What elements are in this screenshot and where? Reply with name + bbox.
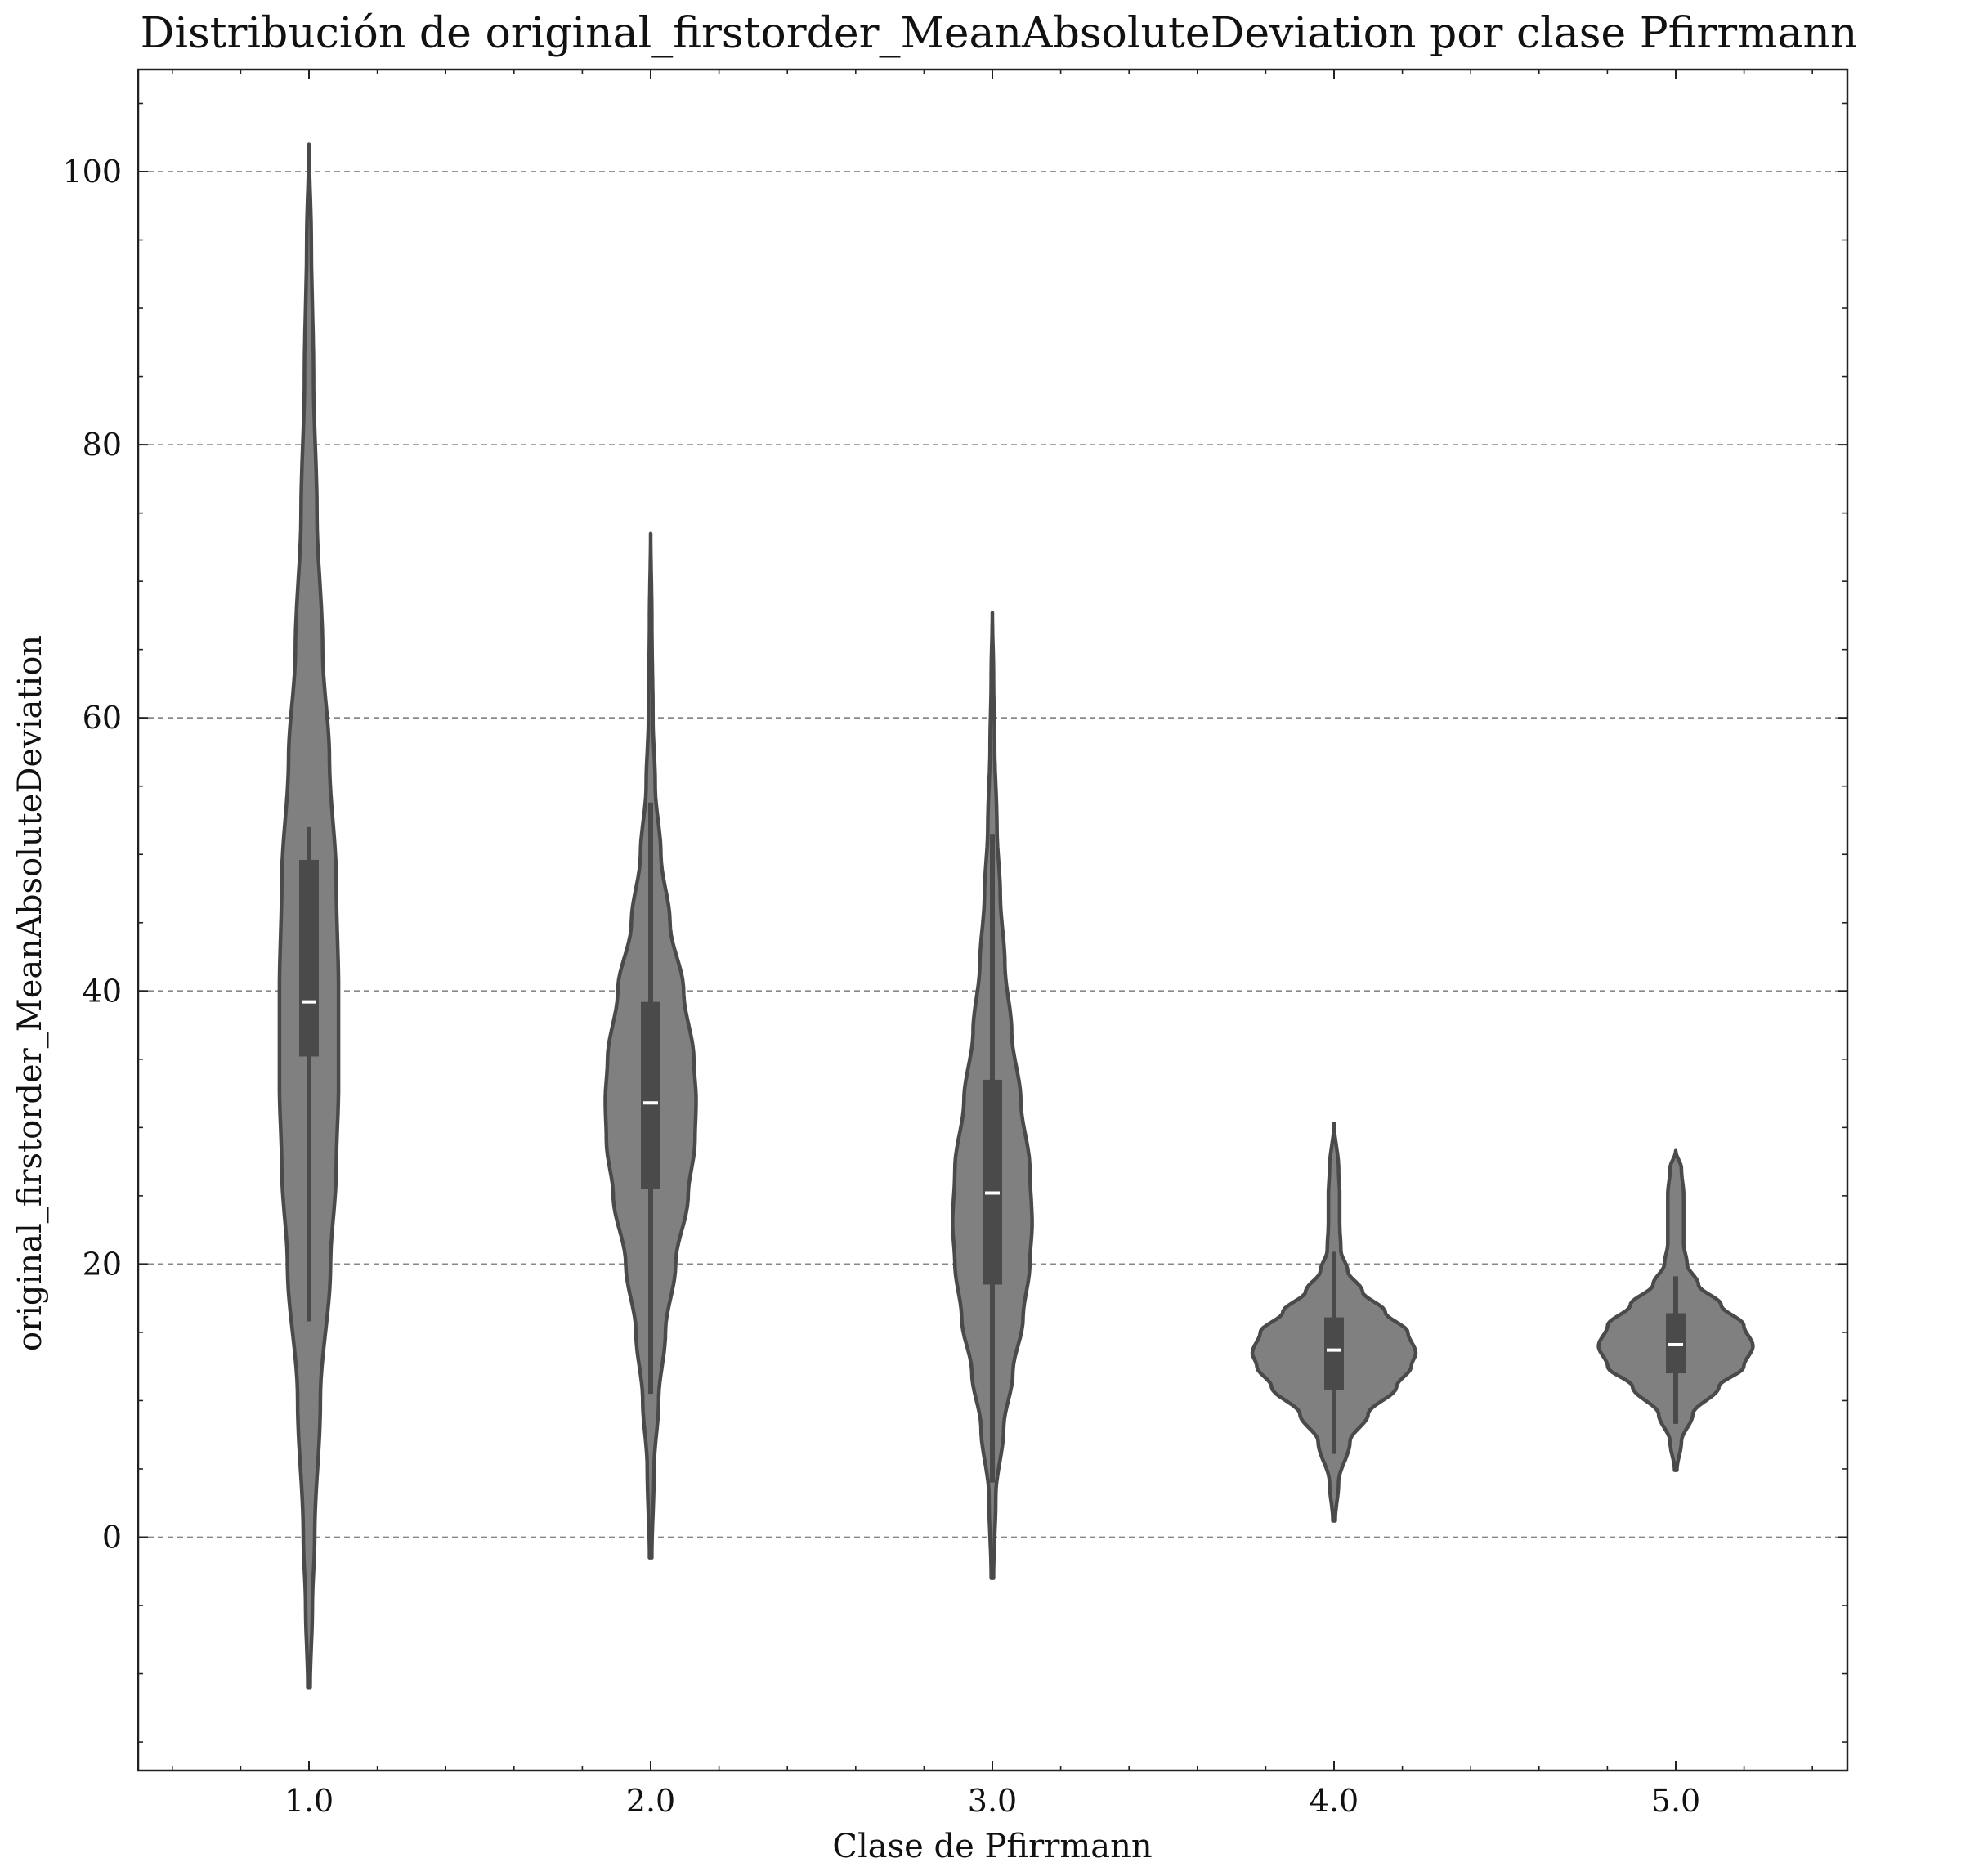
y-tick-label: 60 [83, 700, 122, 736]
x-tick-labels: 1.0 2.0 3.0 4.0 5.0 [284, 1783, 1700, 1819]
y-tick-label: 40 [83, 973, 122, 1009]
violin-box [641, 1001, 660, 1189]
x-axis-label: Clase de Pfirrmann [832, 1828, 1152, 1865]
y-tick-label: 80 [83, 427, 122, 463]
x-tick-label: 5.0 [1651, 1783, 1700, 1819]
chart-title: Distribución de original_firstorder_Mean… [141, 9, 1858, 58]
axis-ticks [138, 69, 1847, 1771]
violin-box [983, 1079, 1002, 1285]
y-tick-label: 100 [62, 154, 122, 190]
x-tick-label: 3.0 [968, 1783, 1017, 1819]
y-tick-label: 20 [83, 1246, 122, 1282]
x-tick-label: 1.0 [284, 1783, 334, 1819]
y-tick-labels: 0 20 40 60 80 100 [62, 154, 122, 1556]
x-tick-label: 4.0 [1310, 1783, 1359, 1819]
x-tick-label: 2.0 [626, 1783, 675, 1819]
y-tick-label: 0 [102, 1520, 122, 1556]
violin-box [1324, 1317, 1344, 1390]
y-axis-label: original_firstorder_MeanAbsoluteDeviatio… [11, 635, 49, 1351]
violin-box [299, 859, 319, 1057]
violins [277, 142, 1755, 1690]
